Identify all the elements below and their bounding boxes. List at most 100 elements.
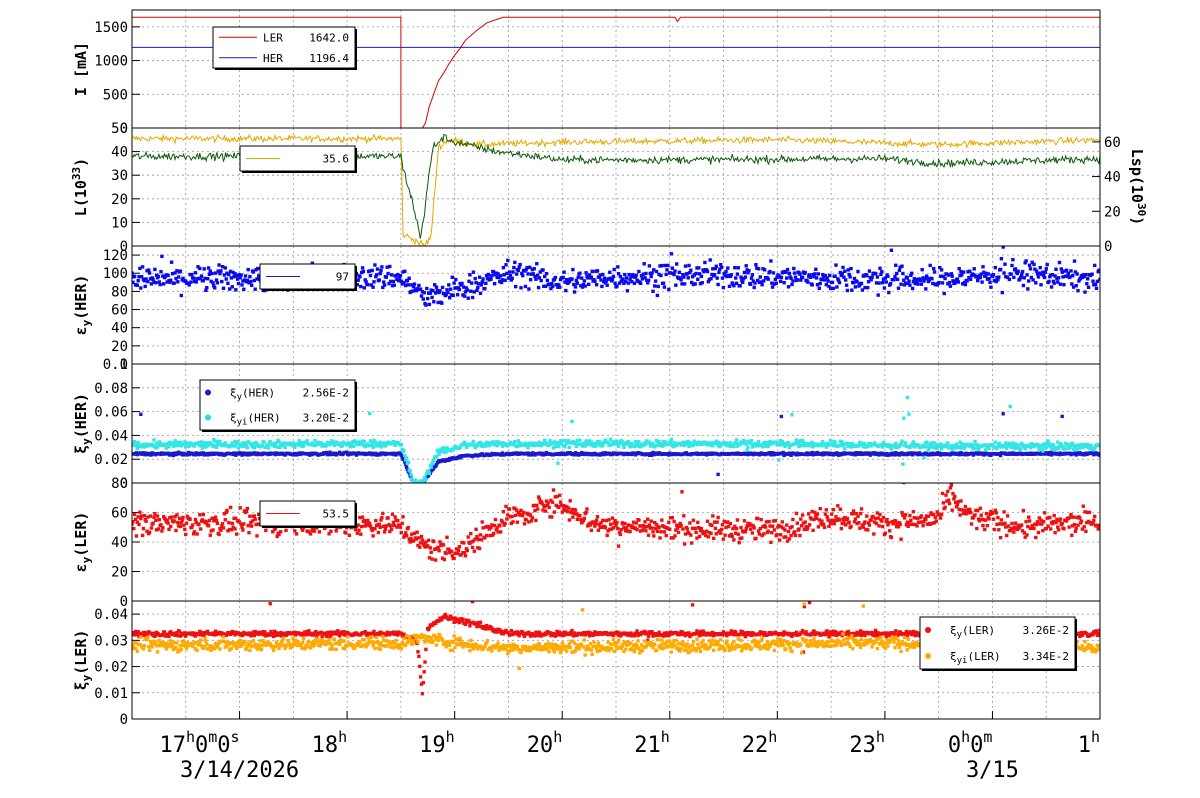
data-point (1040, 522, 1044, 526)
data-point (624, 526, 629, 530)
data-point (132, 439, 137, 444)
data-point (379, 518, 383, 522)
data-point (454, 551, 458, 556)
data-point (444, 292, 448, 297)
data-point (416, 543, 420, 548)
data-point (1014, 446, 1019, 450)
data-point (953, 494, 957, 499)
data-point (1010, 263, 1014, 268)
data-point (192, 530, 197, 534)
data-point (697, 526, 701, 530)
y-tick-label: 1500 (94, 20, 128, 36)
data-point (176, 280, 180, 284)
data-point (188, 272, 192, 277)
data-point (642, 262, 646, 266)
data-point (994, 511, 998, 515)
data-point (893, 274, 897, 279)
data-point (139, 286, 143, 290)
data-point (249, 279, 253, 284)
data-point (580, 444, 585, 448)
right-axis-label: Lsp(1030) (1128, 149, 1148, 225)
data-point (164, 446, 168, 450)
data-point (358, 275, 362, 279)
data-point (438, 540, 442, 544)
data-point (817, 518, 821, 522)
data-point (384, 524, 388, 528)
data-point (758, 526, 762, 531)
data-point (293, 529, 297, 533)
data-point (262, 633, 266, 637)
data-point (172, 281, 176, 285)
data-point (256, 522, 260, 526)
data-point (913, 522, 917, 527)
data-point (138, 510, 142, 514)
data-point (644, 442, 648, 446)
data-point (878, 266, 882, 270)
data-point (704, 529, 709, 533)
data-point (252, 278, 256, 283)
data-point (815, 283, 820, 287)
data-point (760, 283, 764, 287)
data-point (307, 530, 311, 534)
data-point (381, 285, 385, 290)
data-point (814, 516, 819, 520)
data-point (424, 478, 428, 482)
data-point (210, 584, 213, 587)
data-point (983, 448, 988, 452)
data-point (801, 440, 806, 445)
data-point (922, 455, 926, 460)
data-point (1030, 260, 1034, 264)
data-point (845, 288, 850, 293)
data-point (602, 276, 607, 280)
data-point (1076, 523, 1080, 527)
data-point (373, 527, 377, 531)
data-point (943, 505, 947, 509)
data-point (546, 501, 550, 505)
data-point (878, 512, 882, 517)
data-point (237, 442, 242, 446)
data-point (523, 284, 528, 289)
data-point (699, 274, 704, 279)
data-point (137, 522, 141, 527)
data-point (731, 526, 735, 531)
data-point (744, 442, 748, 446)
data-point (1029, 441, 1034, 446)
data-point (1023, 535, 1027, 539)
data-point (1016, 269, 1020, 273)
data-point (631, 273, 635, 277)
data-point (582, 442, 586, 446)
data-point (483, 536, 487, 540)
data-point (304, 441, 308, 445)
data-point (232, 630, 236, 635)
data-point (959, 499, 963, 503)
data-point (646, 281, 650, 285)
data-point (155, 514, 160, 518)
data-point (328, 450, 332, 454)
data-point (946, 441, 950, 445)
data-point (315, 635, 319, 639)
data-point (403, 534, 407, 538)
data-point (1002, 510, 1006, 514)
data-point (377, 522, 381, 526)
data-point (137, 275, 141, 279)
data-point (1078, 446, 1082, 450)
data-point (820, 519, 824, 523)
data-point (608, 443, 612, 447)
data-point (344, 631, 348, 635)
data-point (420, 486, 423, 489)
data-point (475, 534, 479, 539)
data-point (507, 442, 512, 446)
data-point (219, 528, 223, 532)
data-point (1017, 443, 1021, 447)
data-point (921, 276, 925, 280)
data-point (704, 533, 708, 538)
data-point (941, 274, 946, 279)
data-point (912, 516, 916, 520)
data-point (721, 285, 726, 290)
data-point (865, 514, 869, 518)
data-point (519, 286, 523, 290)
data-point (938, 451, 942, 455)
data-point (397, 276, 402, 280)
data-point (432, 300, 436, 304)
